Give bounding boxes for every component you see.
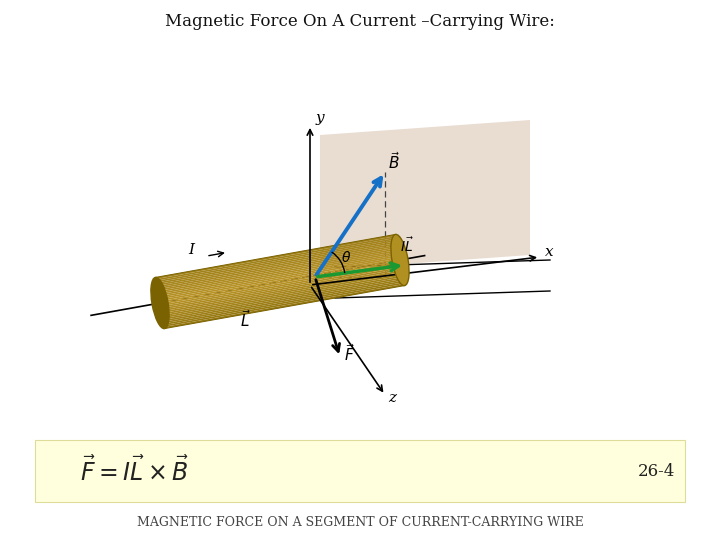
Polygon shape	[158, 246, 398, 291]
Polygon shape	[157, 241, 397, 286]
Polygon shape	[156, 238, 396, 282]
Polygon shape	[160, 260, 400, 305]
Polygon shape	[158, 248, 398, 293]
Polygon shape	[163, 275, 403, 320]
Text: x: x	[545, 245, 554, 259]
Ellipse shape	[151, 278, 169, 329]
Polygon shape	[158, 250, 398, 294]
Text: Magnetic Force On A Current –Carrying Wire:: Magnetic Force On A Current –Carrying Wi…	[165, 14, 555, 30]
Polygon shape	[157, 245, 397, 289]
Polygon shape	[164, 282, 404, 327]
Polygon shape	[161, 264, 401, 308]
Polygon shape	[161, 268, 402, 313]
Polygon shape	[158, 252, 399, 296]
FancyBboxPatch shape	[35, 440, 685, 502]
Polygon shape	[163, 277, 403, 322]
Text: 26-4: 26-4	[638, 462, 675, 480]
Text: $\vec{F} = I\vec{L} \times \vec{B}$: $\vec{F} = I\vec{L} \times \vec{B}$	[80, 456, 189, 486]
Text: $I\vec{L}$: $I\vec{L}$	[400, 237, 414, 255]
Text: $\theta$: $\theta$	[341, 250, 351, 265]
Text: I: I	[188, 243, 194, 257]
Text: $\vec{B}$: $\vec{B}$	[388, 151, 400, 172]
Text: y: y	[316, 111, 325, 125]
Ellipse shape	[391, 234, 409, 286]
Polygon shape	[162, 272, 402, 316]
Polygon shape	[156, 240, 397, 284]
Polygon shape	[162, 270, 402, 315]
Text: $\vec{L}$: $\vec{L}$	[240, 309, 251, 330]
Polygon shape	[164, 284, 405, 329]
Polygon shape	[156, 236, 396, 281]
Text: z: z	[388, 391, 396, 405]
Polygon shape	[163, 274, 402, 319]
Polygon shape	[163, 280, 404, 325]
Text: $\vec{F}$: $\vec{F}$	[344, 343, 355, 364]
Polygon shape	[320, 120, 530, 270]
Polygon shape	[159, 255, 400, 300]
Text: MAGNETIC FORCE ON A SEGMENT OF CURRENT-CARRYING WIRE: MAGNETIC FORCE ON A SEGMENT OF CURRENT-C…	[137, 516, 583, 529]
Polygon shape	[161, 267, 402, 312]
Polygon shape	[161, 262, 400, 306]
Polygon shape	[159, 253, 399, 298]
Polygon shape	[160, 258, 400, 303]
Polygon shape	[157, 243, 397, 288]
Polygon shape	[161, 265, 401, 310]
Polygon shape	[156, 234, 396, 279]
Polygon shape	[159, 256, 400, 301]
Polygon shape	[163, 279, 404, 323]
